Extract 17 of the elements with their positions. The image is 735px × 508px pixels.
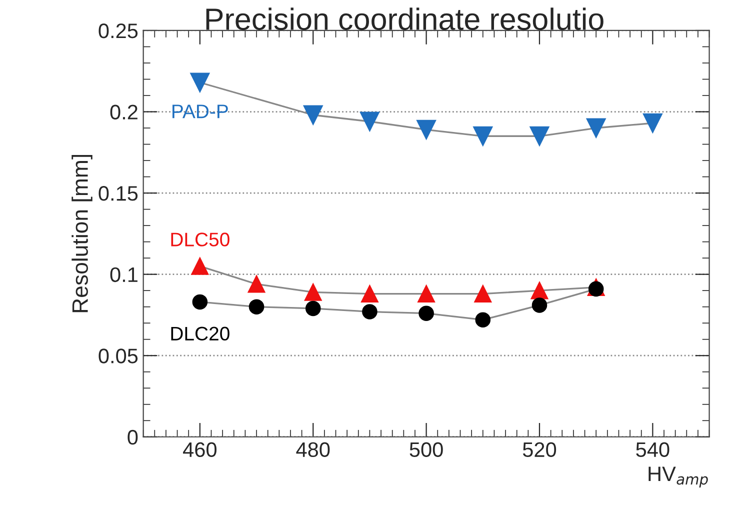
x-tick-label: 500 xyxy=(410,442,443,458)
series-label: DLC20 xyxy=(171,326,230,341)
x-tick-label: 460 xyxy=(183,442,216,458)
series-label: DLC50 xyxy=(171,232,230,246)
x-tick-label: 520 xyxy=(522,442,556,458)
y-tick-label: 0.15 xyxy=(98,186,138,201)
x-axis-title: HV$_{amp}$ xyxy=(648,466,708,488)
y-tick-label: 0 xyxy=(128,430,138,445)
series-label: PAD-P xyxy=(172,104,228,118)
x-tick-label: 540 xyxy=(636,442,670,458)
y-axis-title: Resolution [mm] xyxy=(72,154,92,312)
y-tick-label: 0.2 xyxy=(110,104,138,120)
chart-title: Precision coordinate resolutio xyxy=(206,8,604,30)
y-tick-label: 0.05 xyxy=(98,348,138,364)
x-tick-label: 480 xyxy=(296,442,330,458)
y-tick-label: 0.1 xyxy=(110,267,138,282)
y-tick-label: 0.25 xyxy=(98,23,138,38)
